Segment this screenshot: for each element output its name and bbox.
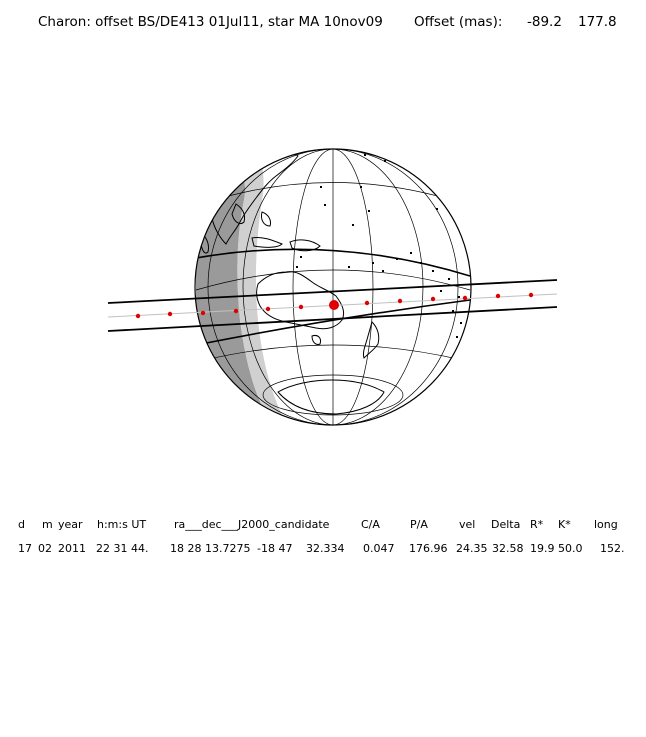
val-day: 17 (18, 542, 32, 555)
closest-approach-point (329, 300, 339, 310)
track-points (135, 292, 534, 319)
occultation-globe-map (107, 148, 558, 426)
col-time: h:m:s UT (97, 518, 147, 531)
track-point (364, 300, 370, 306)
track-point (233, 308, 239, 314)
col-radec: ra___dec___J2000_candidate (174, 518, 330, 531)
track-point (265, 306, 271, 312)
val-long: 152. (600, 542, 625, 555)
track-point (462, 295, 468, 301)
val-ra: 18 28 13.7275 (170, 542, 251, 555)
col-rstar: R* (530, 518, 544, 531)
track-point (397, 298, 403, 304)
track-point (200, 310, 206, 316)
col-kstar: K* (558, 518, 571, 531)
band-edge-south-on-globe (195, 299, 471, 346)
shadow-limit-north (107, 279, 558, 304)
track-point (167, 311, 173, 317)
band-edge-north-on-globe (195, 248, 471, 277)
track-point (495, 293, 501, 299)
offset-dec: 177.8 (578, 14, 617, 30)
offset-ra: -89.2 (527, 14, 562, 30)
col-month: m (42, 518, 53, 531)
val-vel: 24.35 (456, 542, 488, 555)
col-pa: P/A (410, 518, 428, 531)
twilight-shadow (230, 149, 290, 425)
val-time: 22 31 44. (96, 542, 149, 555)
table-data-row: 17 02 2011 22 31 44. 18 28 13.7275 -18 4… (0, 542, 646, 737)
val-pa: 176.96 (409, 542, 448, 555)
col-long: long (594, 518, 618, 531)
val-delta: 32.58 (492, 542, 524, 555)
val-year: 2011 (58, 542, 86, 555)
val-month: 02 (38, 542, 52, 555)
table-header-row: d m year h:m:s UT ra___dec___J2000_candi… (0, 518, 646, 687)
val-ca: 0.047 (363, 542, 395, 555)
col-day: d (18, 518, 25, 531)
graticule (195, 149, 471, 425)
track-point (528, 292, 534, 298)
earth-limb (194, 148, 472, 426)
val-dec-sec: 32.334 (306, 542, 345, 555)
offset-label: Offset (mas): (414, 14, 503, 30)
val-rstar: 19.9 (530, 542, 555, 555)
col-vel: vel (459, 518, 476, 531)
plot-title: Charon: offset BS/DE413 01Jul11, star MA… (0, 14, 646, 94)
track-point (135, 313, 141, 319)
shadow-limit-south (107, 306, 558, 332)
col-ca: C/A (361, 518, 380, 531)
val-dec: -18 47 (257, 542, 293, 555)
track-point (298, 304, 304, 310)
earth-disk (195, 149, 471, 425)
col-delta: Delta (491, 518, 521, 531)
col-year: year (58, 518, 83, 531)
val-kstar: 50.0 (558, 542, 583, 555)
track-point (430, 296, 436, 302)
title-text: Charon: offset BS/DE413 01Jul11, star MA… (38, 14, 383, 30)
